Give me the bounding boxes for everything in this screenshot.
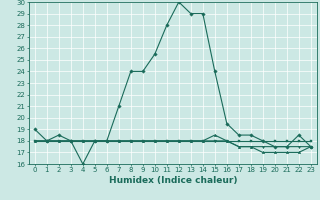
X-axis label: Humidex (Indice chaleur): Humidex (Indice chaleur) [108,176,237,185]
